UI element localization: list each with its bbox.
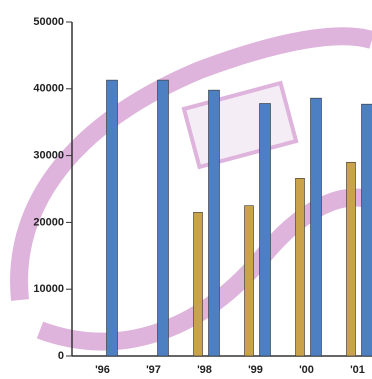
bar	[157, 79, 169, 357]
y-tick-label: 50000	[33, 16, 64, 28]
x-tick-label: '01	[350, 364, 365, 376]
phone-cord	[36, 188, 372, 351]
y-tick-label: 40000	[33, 83, 64, 95]
bar	[106, 79, 118, 357]
bar	[259, 103, 271, 357]
x-tick-label: '96	[95, 364, 110, 376]
x-tick-label: '00	[299, 364, 314, 376]
bar	[208, 89, 220, 357]
phone-keypad	[181, 80, 299, 170]
x-tick-label: '98	[197, 364, 212, 376]
bar	[244, 205, 254, 357]
y-tick-label: 0	[58, 350, 64, 362]
bar	[310, 97, 322, 357]
y-tick-label: 10000	[33, 283, 64, 295]
x-tick-label: '99	[248, 364, 263, 376]
bar	[193, 212, 203, 357]
y-tick-label: 30000	[33, 150, 64, 162]
bar	[295, 178, 305, 357]
bar	[361, 103, 372, 357]
y-tick-label: 20000	[33, 216, 64, 228]
bar	[346, 161, 356, 357]
phone-handset	[10, 27, 372, 301]
x-tick-label: '97	[146, 364, 161, 376]
